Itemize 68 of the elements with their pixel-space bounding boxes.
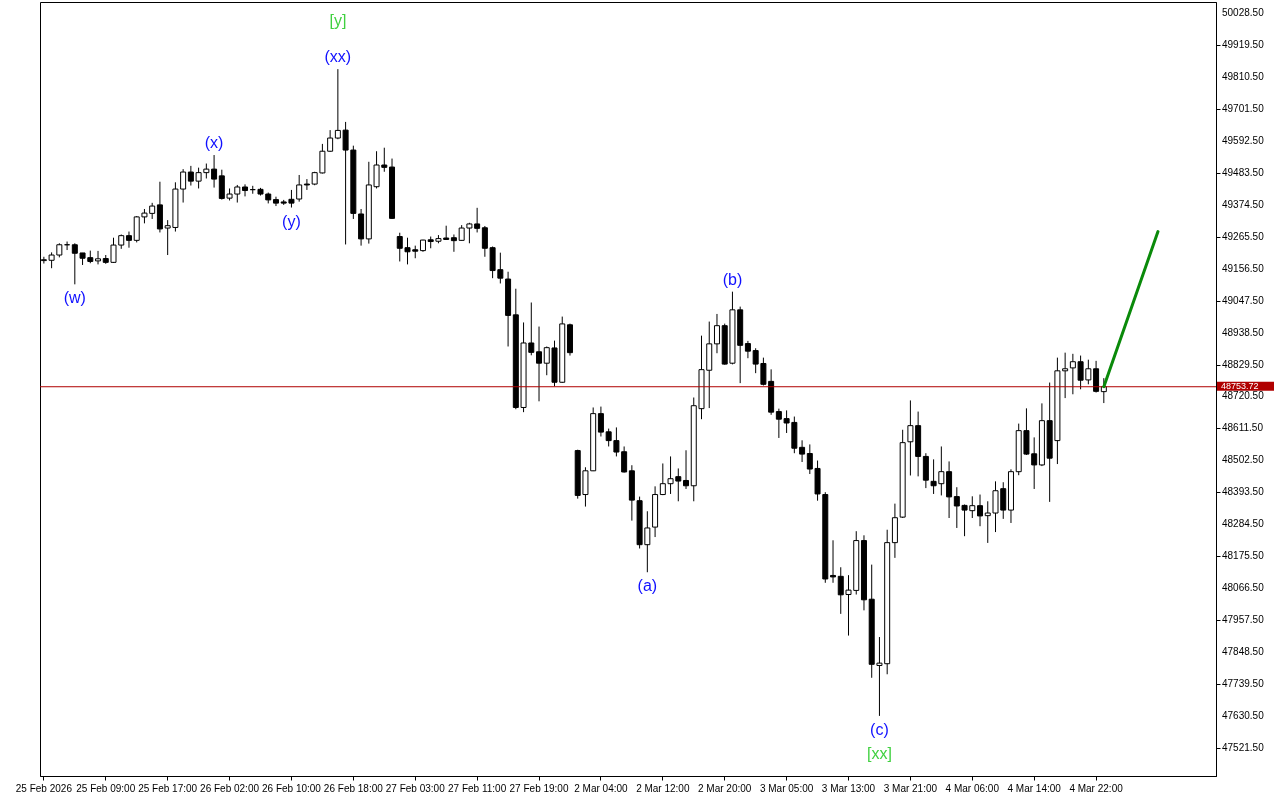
x-tick-label: 3 Mar 05:00 bbox=[759, 782, 814, 794]
x-tick-label: 25 Feb 17:00 bbox=[138, 782, 198, 794]
candlestick bbox=[744, 340, 751, 359]
y-tick-label: 48502.50 bbox=[1222, 454, 1265, 466]
y-tick-label: 47957.50 bbox=[1222, 614, 1265, 626]
y-tick-label: 49156.50 bbox=[1222, 262, 1265, 274]
y-tick-label: 48393.50 bbox=[1222, 486, 1265, 498]
x-tick-label: 2 Mar 04:00 bbox=[574, 782, 629, 794]
candlestick bbox=[125, 231, 132, 249]
y-tick-label: 49810.50 bbox=[1222, 70, 1265, 82]
y-tick-label: 48938.50 bbox=[1222, 326, 1265, 338]
y-tick-label: 47630.50 bbox=[1222, 710, 1265, 722]
y-tick-label: 50028.50 bbox=[1222, 6, 1265, 18]
candlestick bbox=[1093, 360, 1100, 394]
candlestick bbox=[830, 539, 837, 584]
annotation: (a) bbox=[637, 577, 658, 595]
candlestick bbox=[597, 406, 604, 437]
annotation: (xx) bbox=[324, 48, 352, 66]
y-tick-label: 47848.50 bbox=[1222, 646, 1265, 658]
x-tick-label: 25 Feb 09:00 bbox=[76, 782, 136, 794]
y-tick-label: 48720.50 bbox=[1222, 390, 1265, 402]
x-tick-label: 4 Mar 14:00 bbox=[1007, 782, 1062, 794]
candlestick bbox=[242, 183, 249, 197]
candlestick bbox=[977, 494, 984, 527]
x-tick-label: 26 Feb 18:00 bbox=[323, 782, 384, 794]
annotation: (c) bbox=[870, 720, 889, 738]
x-tick-label: 3 Mar 21:00 bbox=[883, 782, 938, 794]
x-tick-label: 4 Mar 22:00 bbox=[1069, 782, 1124, 794]
x-tick-label: 2 Mar 20:00 bbox=[698, 782, 752, 794]
y-tick-label: 48066.50 bbox=[1222, 582, 1265, 594]
candlestick bbox=[95, 250, 102, 265]
candlestick bbox=[536, 326, 543, 402]
candlestick bbox=[211, 154, 218, 189]
x-tick-label: 26 Feb 10:00 bbox=[261, 782, 322, 794]
annotation: (w) bbox=[63, 289, 86, 307]
candlestick bbox=[450, 233, 457, 253]
y-tick-label: 49265.50 bbox=[1222, 230, 1265, 242]
y-tick-label: 49592.50 bbox=[1222, 134, 1265, 146]
candlestick bbox=[922, 452, 929, 489]
annotation: (y) bbox=[282, 212, 301, 230]
candlestick bbox=[303, 178, 310, 191]
y-tick-label: 48611.50 bbox=[1222, 422, 1264, 434]
candlestick bbox=[683, 449, 690, 490]
y-tick-label: 49483.50 bbox=[1222, 166, 1265, 178]
candlestick bbox=[799, 439, 806, 463]
y-tick-label: 49047.50 bbox=[1222, 294, 1265, 306]
y-tick-label: 49919.50 bbox=[1222, 38, 1265, 50]
y-tick-label: 47739.50 bbox=[1222, 678, 1265, 690]
y-tick-label: 48175.50 bbox=[1222, 550, 1265, 562]
candlestick bbox=[713, 313, 720, 354]
x-tick-label: 2 Mar 12:00 bbox=[636, 782, 690, 794]
y-tick-label: 49374.50 bbox=[1222, 198, 1265, 210]
x-tick-label: 25 Feb 2026 bbox=[15, 782, 73, 794]
y-tick-label: 48829.50 bbox=[1222, 358, 1265, 370]
x-tick-label: 27 Feb 11:00 bbox=[448, 782, 507, 794]
annotation: (b) bbox=[722, 270, 743, 288]
annotation: (x) bbox=[204, 134, 224, 152]
x-tick-label: 27 Feb 19:00 bbox=[509, 782, 569, 794]
x-tick-label: 26 Feb 02:00 bbox=[200, 782, 260, 794]
y-tick-label: 49701.50 bbox=[1222, 102, 1265, 114]
ref-line-label: 48753.72 bbox=[1221, 381, 1259, 392]
x-tick-label: 4 Mar 06:00 bbox=[945, 782, 1000, 794]
x-tick-label: 3 Mar 13:00 bbox=[821, 782, 876, 794]
y-tick-label: 47521.50 bbox=[1222, 742, 1265, 753]
x-tick-label: 27 Feb 03:00 bbox=[385, 782, 446, 794]
annotation: [xx] bbox=[867, 744, 892, 762]
y-tick-label: 48284.50 bbox=[1222, 518, 1265, 530]
annotation: [y] bbox=[329, 12, 347, 30]
